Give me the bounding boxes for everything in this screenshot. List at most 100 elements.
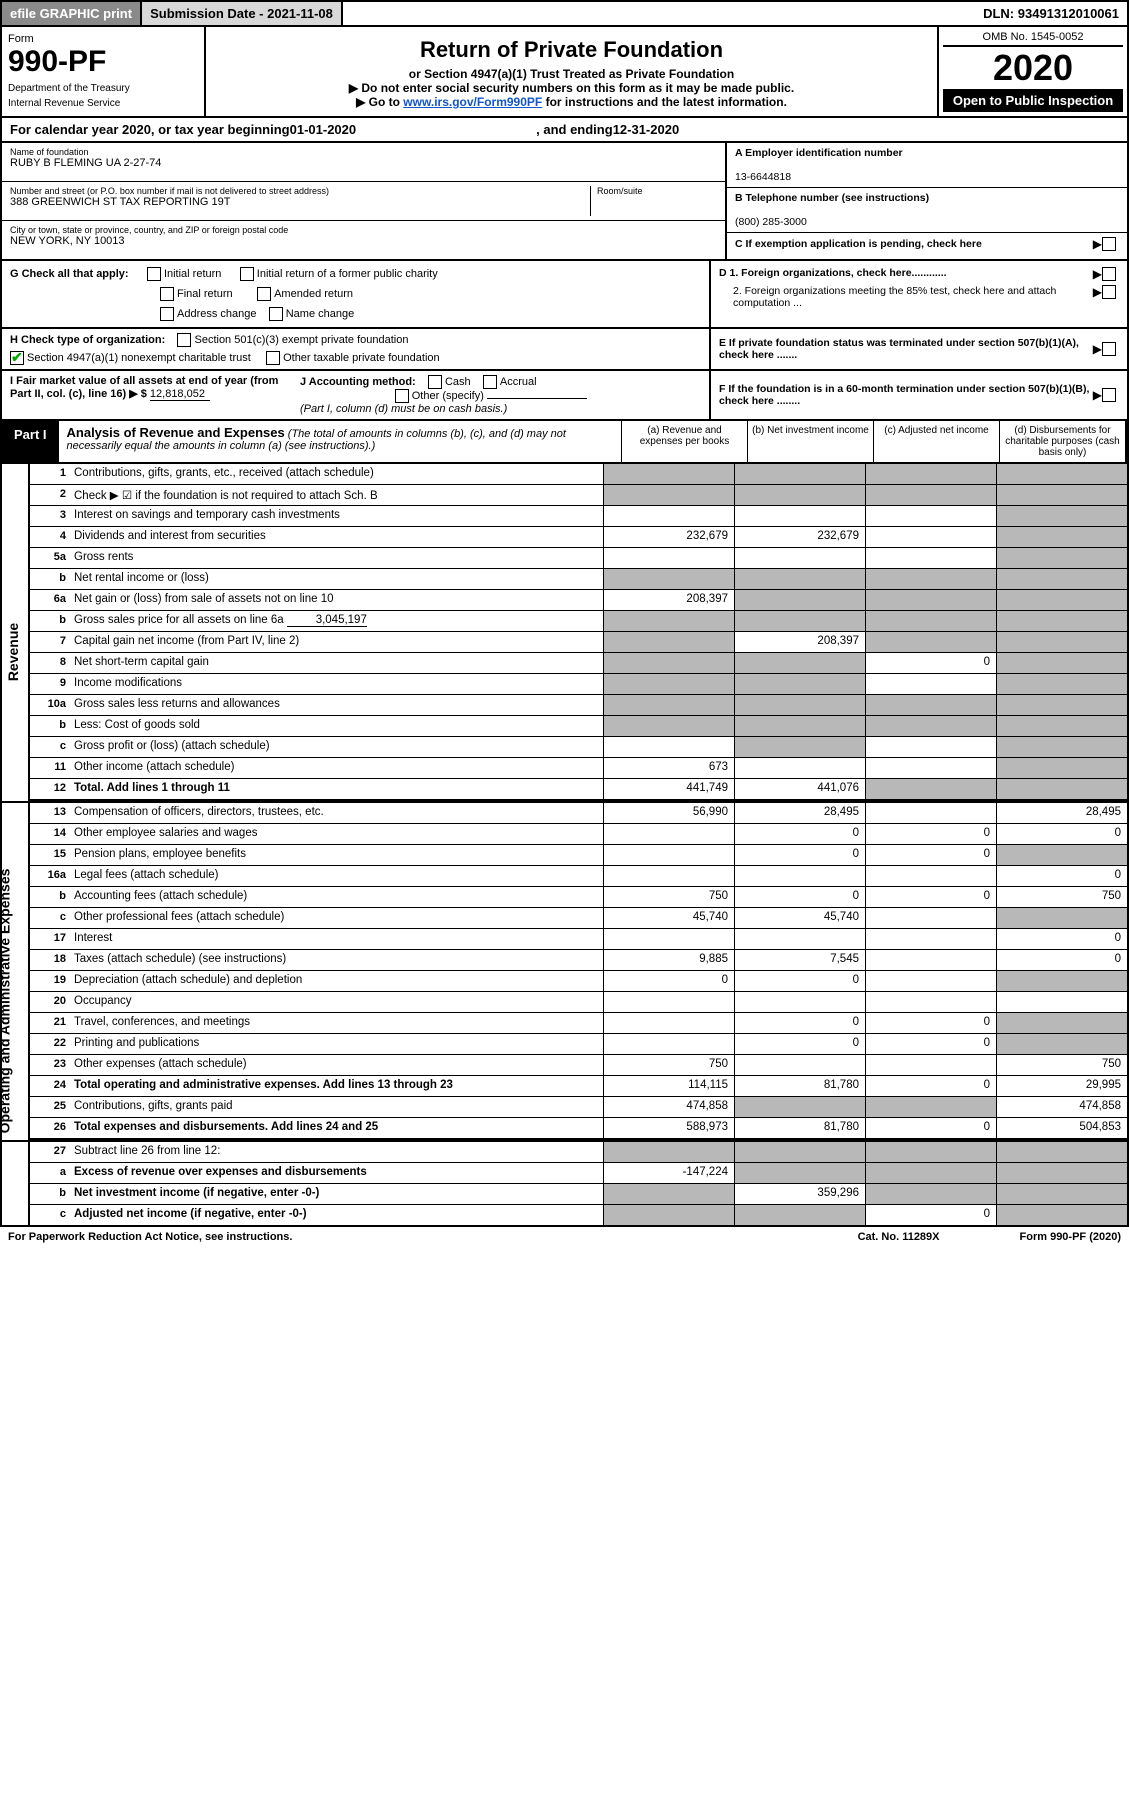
cell-col-d: [996, 908, 1127, 928]
amended-return-checkbox[interactable]: [257, 287, 271, 301]
cell-col-d: [996, 845, 1127, 865]
line-description: Subtract line 26 from line 12:: [70, 1142, 603, 1162]
table-row: 3Interest on savings and temporary cash …: [30, 506, 1127, 527]
line-number: 26: [30, 1118, 70, 1138]
cell-col-d: [996, 464, 1127, 484]
initial-former-checkbox[interactable]: [240, 267, 254, 281]
cell-col-d: [996, 695, 1127, 715]
cell-col-b: [734, 1055, 865, 1075]
tax-year-end: 12-31-2020: [613, 122, 680, 137]
cell-col-a: 9,885: [603, 950, 734, 970]
cell-col-a: [603, 866, 734, 886]
form-title-block: Return of Private Foundation or Section …: [206, 27, 937, 116]
cell-col-d: [996, 674, 1127, 694]
j-note: (Part I, column (d) must be on cash basi…: [300, 403, 507, 415]
line-description: Other income (attach schedule): [70, 758, 603, 778]
name-change-checkbox[interactable]: [269, 307, 283, 321]
501c3-checkbox[interactable]: [177, 333, 191, 347]
table-row: 24Total operating and administrative exp…: [30, 1076, 1127, 1097]
city-row: City or town, state or province, country…: [2, 221, 725, 259]
table-row: 19Depreciation (attach schedule) and dep…: [30, 971, 1127, 992]
cell-col-b: [734, 1097, 865, 1117]
line-number: 23: [30, 1055, 70, 1075]
irs-link[interactable]: www.irs.gov/Form990PF: [403, 95, 542, 109]
cell-col-d: 0: [996, 950, 1127, 970]
col-d-header: (d) Disbursements for charitable purpose…: [999, 421, 1125, 462]
page-footer: For Paperwork Reduction Act Notice, see …: [0, 1227, 1129, 1247]
line-number: 17: [30, 929, 70, 949]
form-footer: Form 990-PF (2020): [1020, 1231, 1121, 1243]
line-description: Income modifications: [70, 674, 603, 694]
line-description: Gross profit or (loss) (attach schedule): [70, 737, 603, 757]
line-number: 15: [30, 845, 70, 865]
cell-col-c: [865, 1142, 996, 1162]
other-specify-checkbox[interactable]: [395, 389, 409, 403]
fmv-value: 12,818,052: [150, 388, 210, 401]
4947a1-checkbox[interactable]: [10, 351, 24, 365]
cell-col-b: [734, 464, 865, 484]
foreign-85-checkbox[interactable]: [1102, 285, 1116, 299]
cell-col-a: [603, 632, 734, 652]
cash-checkbox[interactable]: [428, 375, 442, 389]
cell-col-c: [865, 674, 996, 694]
cell-col-c: [865, 1055, 996, 1075]
cell-col-c: [865, 569, 996, 589]
initial-return-checkbox[interactable]: [147, 267, 161, 281]
line-description: Capital gain net income (from Part IV, l…: [70, 632, 603, 652]
part1-label: Part I: [2, 421, 59, 462]
address-change-checkbox[interactable]: [160, 307, 174, 321]
cell-col-a: [603, 1034, 734, 1054]
line-number: 16a: [30, 866, 70, 886]
line-description: Total operating and administrative expen…: [70, 1076, 603, 1096]
line-description: Less: Cost of goods sold: [70, 716, 603, 736]
cell-col-a: [603, 1184, 734, 1204]
cell-col-a: [603, 674, 734, 694]
table-row: 20Occupancy: [30, 992, 1127, 1013]
line-description: Gross sales less returns and allowances: [70, 695, 603, 715]
cell-col-d: [996, 1034, 1127, 1054]
g-label: G Check all that apply:: [10, 268, 129, 280]
line-number: c: [30, 908, 70, 928]
accrual-checkbox[interactable]: [483, 375, 497, 389]
cell-col-d: 0: [996, 824, 1127, 844]
cell-col-d: 29,995: [996, 1076, 1127, 1096]
line-number: 25: [30, 1097, 70, 1117]
cell-col-b: 81,780: [734, 1118, 865, 1138]
part1-header: Part I Analysis of Revenue and Expenses …: [0, 421, 1129, 464]
cell-col-d: [996, 992, 1127, 1012]
cell-col-d: [996, 653, 1127, 673]
cell-col-d: [996, 485, 1127, 505]
cell-col-a: 750: [603, 1055, 734, 1075]
cell-col-a: 45,740: [603, 908, 734, 928]
507b1a-checkbox[interactable]: [1102, 342, 1116, 356]
cell-col-b: [734, 929, 865, 949]
line-number: c: [30, 737, 70, 757]
line-number: 8: [30, 653, 70, 673]
line-description: Accounting fees (attach schedule): [70, 887, 603, 907]
foreign-org-checkbox[interactable]: [1102, 267, 1116, 281]
other-taxable-checkbox[interactable]: [266, 351, 280, 365]
cell-col-b: 81,780: [734, 1076, 865, 1096]
line-number: c: [30, 1205, 70, 1225]
cell-col-b: 0: [734, 887, 865, 907]
cell-col-b: 0: [734, 845, 865, 865]
cell-col-d: [996, 1013, 1127, 1033]
cell-col-d: [996, 1142, 1127, 1162]
table-row: 10aGross sales less returns and allowanc…: [30, 695, 1127, 716]
507b1b-checkbox[interactable]: [1102, 388, 1116, 402]
cell-col-c: 0: [865, 1034, 996, 1054]
final-return-checkbox[interactable]: [160, 287, 174, 301]
table-row: 16aLegal fees (attach schedule)0: [30, 866, 1127, 887]
cell-col-c: [865, 695, 996, 715]
checks-g-d-block: G Check all that apply: Initial return I…: [0, 261, 1129, 329]
cell-col-d: [996, 737, 1127, 757]
cell-col-a: [603, 737, 734, 757]
cell-col-c: 0: [865, 653, 996, 673]
cell-col-b: [734, 758, 865, 778]
exemption-checkbox[interactable]: [1102, 237, 1116, 251]
street-address: 388 GREENWICH ST TAX REPORTING 19T: [10, 196, 590, 208]
cell-col-c: 0: [865, 1118, 996, 1138]
cell-col-c: [865, 1163, 996, 1183]
table-row: 7Capital gain net income (from Part IV, …: [30, 632, 1127, 653]
cell-col-b: 359,296: [734, 1184, 865, 1204]
